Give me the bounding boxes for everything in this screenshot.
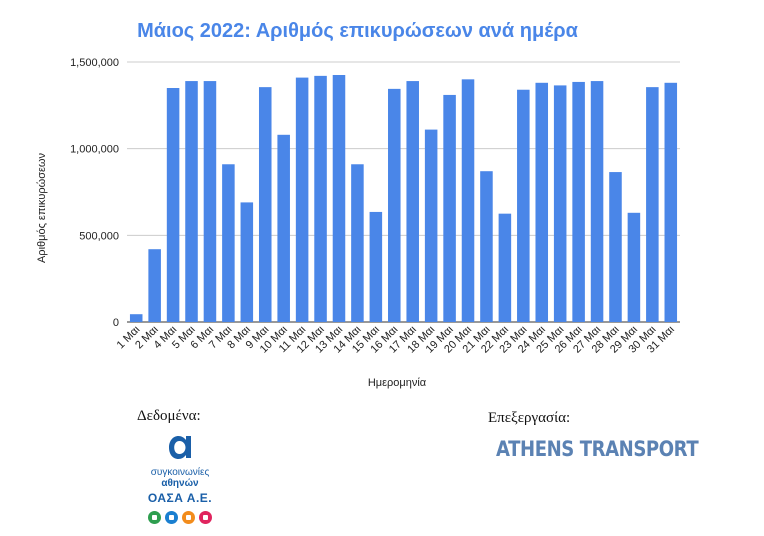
bar bbox=[240, 202, 254, 322]
bar bbox=[148, 249, 161, 322]
bar bbox=[369, 211, 383, 322]
bar bbox=[609, 172, 622, 322]
oasa-transport-icons bbox=[130, 511, 230, 524]
bar bbox=[517, 89, 530, 322]
y-axis-label: Αριθμός επικυρώσεων bbox=[36, 152, 48, 263]
bar bbox=[332, 75, 346, 322]
bar bbox=[222, 164, 235, 322]
bar bbox=[185, 81, 198, 322]
oasa-alpha-icon bbox=[169, 436, 191, 459]
oasa-logo: συγκοινωνίες αθηνών ΟΑΣΑ Α.Ε. bbox=[130, 432, 230, 524]
bar bbox=[646, 87, 659, 322]
bar bbox=[535, 82, 549, 322]
tram-icon bbox=[182, 511, 195, 524]
processing-label: Επεξεργασία: bbox=[488, 410, 571, 426]
y-tick-label: 0 bbox=[113, 317, 119, 329]
bar bbox=[258, 87, 272, 322]
bar bbox=[406, 81, 419, 322]
oasa-company-name: ΟΑΣΑ Α.Ε. bbox=[147, 491, 213, 505]
bars bbox=[129, 75, 678, 323]
bar bbox=[203, 81, 217, 322]
grid-lines bbox=[127, 61, 680, 323]
bar bbox=[553, 85, 567, 323]
y-tick-label: 1,000,000 bbox=[70, 144, 119, 156]
oasa-line-1: συγκοινωνίες bbox=[150, 467, 210, 478]
bar bbox=[424, 129, 438, 322]
bar bbox=[627, 212, 641, 322]
chart-title: Μάιος 2022: Αριθμός επικυρώσεων ανά ημέρ… bbox=[137, 20, 578, 42]
bar bbox=[351, 164, 364, 322]
x-axis-label: Ημερομηνία bbox=[368, 377, 427, 389]
trolley-icon bbox=[199, 511, 212, 524]
bar bbox=[664, 82, 678, 322]
y-axis-tick-labels: 0 500,000 1,000,000 1,500,000 bbox=[70, 57, 119, 329]
y-tick-label: 500,000 bbox=[79, 230, 119, 242]
metro-icon bbox=[148, 511, 161, 524]
bar bbox=[314, 75, 327, 322]
y-tick-label: 1,500,000 bbox=[70, 57, 119, 69]
bar bbox=[590, 81, 604, 322]
bar bbox=[572, 81, 585, 322]
bar bbox=[461, 79, 475, 322]
bar bbox=[480, 171, 493, 322]
bar bbox=[443, 94, 456, 322]
bar bbox=[129, 314, 143, 322]
bar bbox=[166, 88, 180, 322]
bar bbox=[388, 88, 401, 322]
athens-transport-logo: ATHENS TRANSPORT bbox=[496, 437, 699, 461]
bar bbox=[295, 77, 309, 322]
oasa-line-2: αθηνών bbox=[161, 478, 199, 489]
bar bbox=[277, 134, 290, 322]
bar bbox=[498, 213, 512, 322]
data-source-label: Δεδομένα: bbox=[137, 408, 201, 424]
bus-icon bbox=[165, 511, 178, 524]
